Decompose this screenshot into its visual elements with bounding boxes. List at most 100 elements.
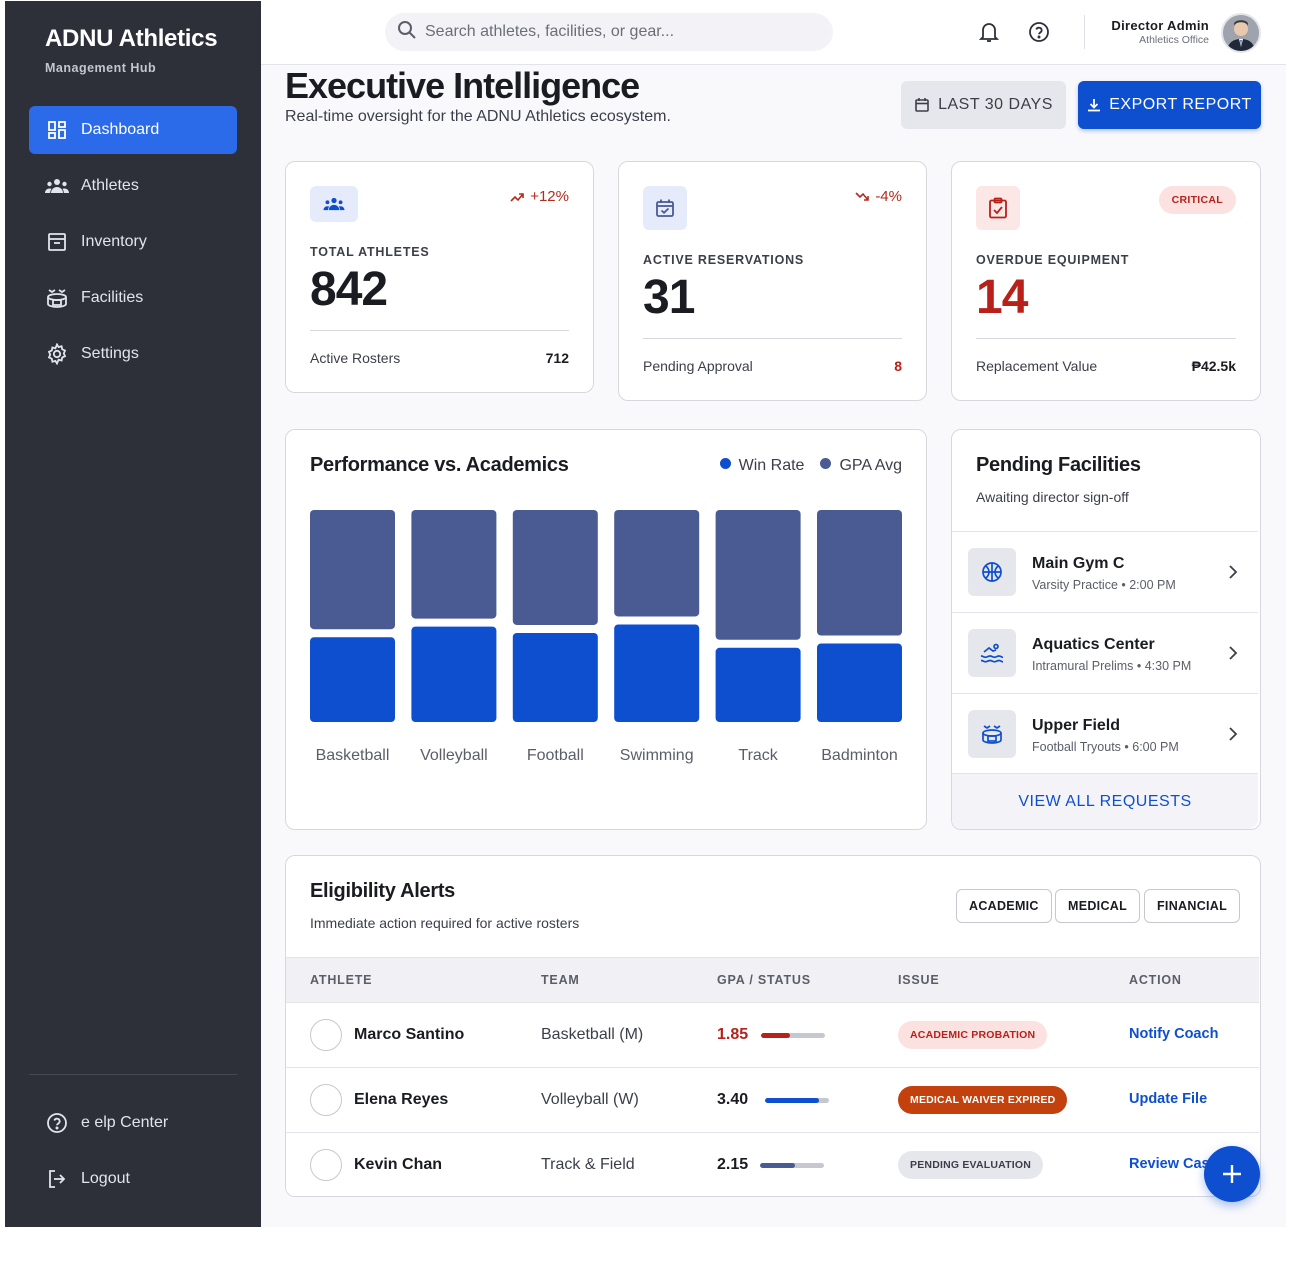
- athlete-gpa: 1.85: [717, 1026, 749, 1043]
- athlete-name: Kevin Chan: [354, 1156, 443, 1173]
- kpi-card-overdue-equipment: CRITICAL OVERDUE EQUIPMENT 14 Replacemen…: [951, 161, 1261, 401]
- facility-name: Main Gym C: [1032, 555, 1125, 572]
- kpi-value: 842: [310, 263, 388, 316]
- chevron-right-icon: [1229, 727, 1238, 741]
- top-bar: Director Admin Athletics Office: [261, 1, 1286, 65]
- x-tick-label: Volleyball: [420, 747, 488, 764]
- app-frame: ADNU Athletics Management Hub Dashboard …: [5, 1, 1286, 1227]
- stadium-icon: [45, 286, 69, 310]
- gpa-progress-fill: [761, 1033, 791, 1038]
- sidebar-item-athletes[interactable]: Athletes: [29, 162, 237, 210]
- filter-academic[interactable]: ACADEMIC: [956, 889, 1052, 923]
- athlete-name: Elena Reyes: [354, 1091, 449, 1108]
- pending-facilities-subtitle: Awaiting director sign-off: [976, 489, 1129, 505]
- sidebar: ADNU Athletics Management Hub Dashboard …: [5, 1, 261, 1227]
- trend-value: -4%: [875, 188, 902, 205]
- critical-badge: CRITICAL: [1158, 186, 1236, 214]
- athlete-gpa: 2.15: [717, 1156, 749, 1173]
- basketball-icon: [968, 548, 1016, 596]
- calendar-icon: [914, 97, 930, 113]
- kpi-label: OVERDUE EQUIPMENT: [976, 253, 1130, 267]
- issue-badge: MEDICAL WAIVER EXPIRED: [898, 1086, 1068, 1114]
- bar-gpa-avg-badminton: [817, 510, 902, 636]
- pending-facilities-card: Pending Facilities Awaiting director sig…: [951, 429, 1261, 830]
- athlete-team: Volleyball (W): [541, 1091, 639, 1108]
- kpi-label: TOTAL ATHLETES: [310, 245, 430, 259]
- sidebar-item-help-center[interactable]: e elp Center: [29, 1099, 237, 1147]
- bar-gpa-avg-track: [715, 510, 801, 640]
- chevron-right-icon: [1229, 565, 1238, 579]
- facility-name: Upper Field: [1032, 717, 1121, 734]
- pool-icon: [968, 629, 1016, 677]
- page-subtitle: Real-time oversight for the ADNU Athleti…: [285, 108, 671, 125]
- kpi-label: ACTIVE RESERVATIONS: [643, 253, 805, 267]
- date-range-button[interactable]: LAST 30 DAYS: [901, 81, 1066, 129]
- row-select-radio[interactable]: [310, 1019, 342, 1051]
- sidebar-item-settings[interactable]: Settings: [29, 330, 237, 378]
- logout-icon: [45, 1167, 69, 1191]
- bar-chart: Basketball Volleyball Football Swimming Trac…: [310, 510, 902, 764]
- groups-icon: [310, 186, 358, 222]
- search-icon: [397, 20, 417, 45]
- sidebar-item-logout[interactable]: Logout: [29, 1155, 237, 1203]
- add-fab-button[interactable]: [1204, 1146, 1260, 1202]
- filter-financial[interactable]: FINANCIAL: [1144, 889, 1241, 923]
- search-box[interactable]: [385, 13, 833, 51]
- athlete-team: Track & Field: [541, 1156, 635, 1173]
- view-all-requests-link[interactable]: VIEW ALL REQUESTS: [952, 773, 1258, 829]
- legend-item-gpa-avg: GPA Avg: [820, 457, 902, 475]
- sidebar-item-dashboard[interactable]: Dashboard: [29, 106, 237, 154]
- bar-win-rate-volleyball: [411, 626, 497, 722]
- avatar[interactable]: [1221, 13, 1261, 53]
- help-icon[interactable]: [1027, 20, 1051, 44]
- kpi-card-active-reservations: -4% ACTIVE RESERVATIONS 31 Pending Appro…: [618, 161, 927, 401]
- trend-indicator: +12%: [510, 188, 569, 205]
- eligibility-alerts-card: Eligibility Alerts Immediate action requ…: [285, 855, 1261, 1197]
- kpi-value: 14: [976, 271, 1028, 324]
- table-row: Marco Santino Basketball (M) 1.85 ACADEM…: [286, 1002, 1259, 1067]
- user-name: Director Admin: [1111, 18, 1209, 33]
- user-role: Athletics Office: [1139, 34, 1209, 46]
- row-select-radio[interactable]: [310, 1084, 342, 1116]
- filter-medical[interactable]: MEDICAL: [1055, 889, 1141, 923]
- export-report-button[interactable]: EXPORT REPORT: [1078, 81, 1261, 129]
- gpa-progress-fill: [760, 1163, 795, 1168]
- brand-subtitle: Management Hub: [45, 61, 157, 75]
- kpi-divider: [643, 338, 902, 339]
- table-row: Kevin Chan Track & Field 2.15 PENDING EV…: [286, 1132, 1259, 1196]
- sidebar-item-label: e elp Center: [81, 1114, 169, 1131]
- kpi-foot-value: 712: [545, 350, 569, 366]
- notifications-icon[interactable]: [977, 20, 1001, 44]
- legend-item-win-rate: Win Rate: [719, 457, 804, 475]
- page-title: Executive Intelligence: [285, 65, 640, 106]
- eligibility-title: Eligibility Alerts: [310, 880, 456, 902]
- review-case-link[interactable]: Review Case: [1129, 1156, 1218, 1172]
- facility-request-upper-field[interactable]: Upper Field Football Tryouts • 6:00 PM: [952, 693, 1258, 774]
- facility-detail: Football Tryouts • 6:00 PM: [1032, 740, 1179, 754]
- notify-coach-link[interactable]: Notify Coach: [1129, 1026, 1219, 1042]
- sidebar-item-label: Dashboard: [81, 121, 160, 138]
- x-tick-label: Basketball: [316, 747, 390, 764]
- row-select-radio[interactable]: [310, 1149, 342, 1181]
- facility-request-main-gym[interactable]: Main Gym C Varsity Practice • 2:00 PM: [952, 531, 1258, 612]
- bar-win-rate-swimming: [614, 624, 700, 722]
- sidebar-item-label: Inventory: [81, 233, 147, 250]
- column-header-issue: ISSUE: [898, 973, 940, 987]
- trending-down-icon: [855, 191, 870, 202]
- x-tick-label: Football: [527, 747, 584, 764]
- gpa-progress-bar: [760, 1163, 824, 1168]
- x-tick-label: Badminton: [821, 747, 898, 764]
- update-file-link[interactable]: Update File: [1129, 1091, 1208, 1107]
- sidebar-item-label: Logout: [81, 1170, 130, 1187]
- kpi-foot-label: Active Rosters: [310, 350, 401, 366]
- column-header-action: ACTION: [1129, 973, 1182, 987]
- athlete-team: Basketball (M): [541, 1026, 644, 1043]
- sidebar-item-inventory[interactable]: Inventory: [29, 218, 237, 266]
- sidebar-item-facilities[interactable]: Facilities: [29, 274, 237, 322]
- sidebar-divider: [29, 1074, 237, 1075]
- column-header-gpa-status: GPA / STATUS: [717, 973, 811, 987]
- search-input[interactable]: [425, 23, 805, 41]
- facility-request-aquatics-center[interactable]: Aquatics Center Intramural Prelims • 4:3…: [952, 612, 1258, 693]
- eligibility-subtitle: Immediate action required for active ros…: [310, 915, 580, 931]
- gear-icon: [45, 342, 69, 366]
